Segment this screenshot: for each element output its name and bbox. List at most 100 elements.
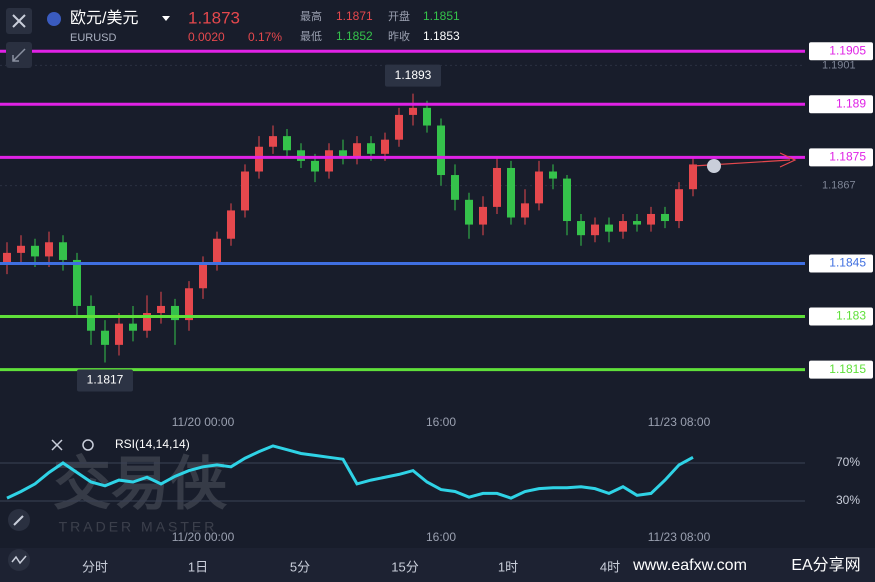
x-tick-label: 11/20 00:00	[172, 415, 235, 429]
candle-body	[353, 143, 361, 158]
level-tag	[809, 148, 873, 167]
draw-icon	[13, 515, 24, 526]
x-tick-label: 16:00	[426, 415, 456, 429]
rsi-close[interactable]	[51, 439, 63, 451]
candle-body	[591, 224, 599, 236]
level-label: 1.189	[836, 96, 866, 110]
candle-body	[269, 136, 277, 147]
indicator-title: RSI(14,14,14)	[115, 437, 190, 451]
change: 0.0020	[188, 30, 225, 44]
x-tick-label: 11/20 00:00	[172, 530, 235, 544]
stat-label: 开盘	[388, 9, 410, 23]
candle-body	[619, 221, 627, 232]
symbol: EURUSD	[70, 32, 117, 44]
candle-body	[115, 323, 123, 345]
candle-body	[199, 263, 207, 289]
close-icon	[12, 14, 26, 28]
level-label: 1.1875	[829, 150, 866, 164]
stat-label: 最高	[300, 9, 322, 23]
tab[interactable]: 1时	[498, 559, 518, 574]
y-tick-label: 1.1901	[822, 59, 856, 71]
candle-body	[633, 221, 641, 225]
candle-body	[535, 171, 543, 204]
candle-body	[367, 143, 375, 154]
candle-body	[17, 245, 25, 253]
candle-body	[297, 150, 305, 161]
annotation: 1.1817	[87, 373, 124, 387]
level-tag	[809, 95, 873, 114]
candle-body	[661, 213, 669, 222]
candle-body	[129, 323, 137, 331]
level-tag	[809, 42, 873, 61]
annotation: 1.1893	[395, 68, 432, 82]
level-tag	[809, 254, 873, 273]
info-icon[interactable]	[707, 159, 721, 173]
candle-body	[101, 330, 109, 345]
candle-body	[87, 305, 95, 331]
candle-body	[381, 139, 389, 154]
x-tick-label: 11/23 08:00	[648, 530, 711, 544]
candle-body	[493, 167, 501, 207]
x-tick-label: 16:00	[426, 530, 456, 544]
site-name: EA分享网	[791, 556, 860, 574]
header: 欧元/美元 EURUSD 1.1873 0.0020 0.17% 最高 1.18…	[47, 8, 460, 44]
candle-body	[549, 171, 557, 179]
x-tick-label: 11/23 08:00	[648, 415, 711, 429]
candle-body	[507, 167, 515, 218]
candle-body	[675, 189, 683, 222]
stat-label: 最低	[300, 30, 322, 43]
plot: 1.1901 1.1867 11/20 00:00 16:00 11/23 08:00 1…	[0, 42, 873, 544]
level-label: 1.1845	[829, 256, 866, 270]
candle-body	[409, 107, 417, 115]
level-tag	[809, 360, 873, 379]
candle-body	[213, 238, 221, 264]
candle-body	[647, 213, 655, 225]
change-pct: 0.17%	[248, 30, 282, 44]
candle-body	[339, 150, 347, 158]
level-label: 1.183	[836, 309, 866, 323]
toolbar	[6, 8, 94, 571]
candle-body	[157, 305, 165, 314]
y-tick-label: 30%	[836, 493, 860, 507]
y-tick-label: 70%	[836, 455, 860, 469]
dropdown-icon[interactable]	[162, 16, 170, 21]
candle-body	[73, 259, 81, 306]
tab[interactable]: 5分	[290, 559, 310, 574]
candle-body	[227, 210, 235, 239]
price: 1.1873	[188, 8, 240, 27]
level-label: 1.1905	[829, 43, 866, 57]
level-tag	[809, 307, 873, 326]
stat-value: 1.1852	[336, 29, 373, 43]
annotation-box	[77, 369, 133, 392]
tab[interactable]: 15分	[391, 559, 418, 574]
tab[interactable]: 4时	[600, 559, 620, 574]
candle-body	[311, 160, 319, 172]
candle-body	[689, 164, 697, 190]
candle-body	[255, 146, 263, 172]
tab[interactable]: 1日	[188, 559, 208, 574]
candle-body	[59, 242, 67, 260]
site-watermark: www.eafxw.com	[632, 557, 747, 574]
candle-body	[437, 125, 445, 176]
candle-body	[171, 305, 179, 321]
flag-icon	[47, 12, 61, 26]
stat-value: 1.1853	[423, 29, 460, 43]
candle-body	[563, 178, 571, 222]
candle-body	[423, 107, 431, 126]
indicator-button[interactable]	[8, 549, 30, 571]
candle-body	[241, 171, 249, 211]
stat-label: 昨收	[388, 29, 410, 43]
watermark-sub: TRADER MASTER	[59, 519, 218, 535]
candle-body	[465, 199, 473, 225]
candle-body	[283, 136, 291, 151]
y-tick-label: 1.1867	[822, 180, 856, 192]
tab[interactable]: 分时	[82, 559, 108, 574]
pair-name[interactable]: 欧元/美元	[70, 9, 138, 27]
rsi-settings[interactable]	[82, 439, 94, 451]
candle-body	[143, 313, 151, 331]
collapse-icon	[12, 48, 26, 62]
stat-value: 1.1871	[336, 9, 373, 23]
indicator-icon	[11, 555, 27, 565]
